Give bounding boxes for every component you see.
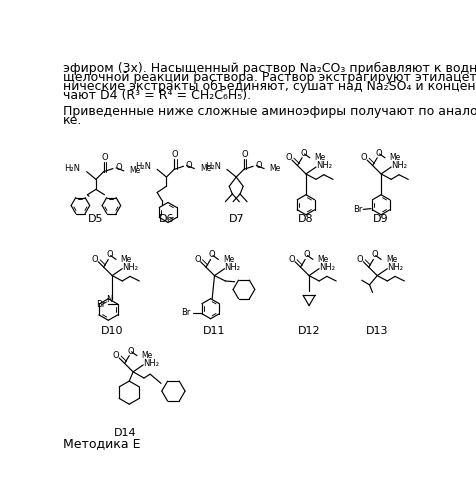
Text: D7: D7 bbox=[228, 214, 244, 224]
Text: D8: D8 bbox=[298, 214, 314, 224]
Text: O: O bbox=[357, 255, 364, 264]
Text: Me: Me bbox=[315, 154, 326, 162]
Text: NH₂: NH₂ bbox=[122, 262, 138, 272]
Text: Me: Me bbox=[269, 164, 281, 173]
Text: N: N bbox=[106, 295, 112, 304]
Text: Me: Me bbox=[386, 255, 397, 264]
Text: O: O bbox=[172, 150, 178, 159]
Text: D10: D10 bbox=[101, 326, 123, 336]
Text: NH₂: NH₂ bbox=[391, 161, 407, 170]
Text: O: O bbox=[286, 154, 292, 162]
Text: O: O bbox=[361, 154, 367, 162]
Text: O: O bbox=[303, 250, 310, 260]
Text: H₂N: H₂N bbox=[64, 164, 80, 173]
Text: ке.: ке. bbox=[63, 114, 83, 127]
Text: Br: Br bbox=[353, 205, 363, 214]
Text: O: O bbox=[372, 250, 378, 260]
Text: O: O bbox=[92, 255, 99, 264]
Text: Me: Me bbox=[223, 255, 234, 264]
Text: чают D4 (R³ = R⁴ = CH₂C₆H₅).: чают D4 (R³ = R⁴ = CH₂C₆H₅). bbox=[63, 90, 251, 102]
Text: D5: D5 bbox=[88, 214, 104, 224]
Text: нические экстракты объединяют, сушат над Na₂SO₄ и концентрируют и полу-: нические экстракты объединяют, сушат над… bbox=[63, 80, 476, 93]
Text: Me: Me bbox=[390, 154, 401, 162]
Text: D11: D11 bbox=[203, 326, 226, 336]
Text: O: O bbox=[101, 152, 108, 162]
Text: D12: D12 bbox=[298, 326, 320, 336]
Text: Методика Е: Методика Е bbox=[63, 438, 141, 450]
Text: D9: D9 bbox=[373, 214, 389, 224]
Text: O: O bbox=[288, 255, 295, 264]
Text: щелочной реакции раствора. Раствор экстрагируют этилацетатом (3х). Орга-: щелочной реакции раствора. Раствор экстр… bbox=[63, 71, 476, 84]
Text: D13: D13 bbox=[366, 326, 388, 336]
Text: O: O bbox=[300, 148, 307, 158]
Text: NH₂: NH₂ bbox=[224, 262, 240, 272]
Text: H₂N: H₂N bbox=[135, 162, 151, 171]
Text: Me: Me bbox=[129, 166, 140, 175]
Text: NH₂: NH₂ bbox=[316, 161, 332, 170]
Text: O: O bbox=[113, 351, 119, 360]
Text: H₂N: H₂N bbox=[205, 162, 221, 171]
Text: Br: Br bbox=[96, 300, 105, 308]
Text: O: O bbox=[128, 346, 134, 356]
Text: O: O bbox=[255, 161, 262, 170]
Text: O: O bbox=[376, 148, 382, 158]
Text: O: O bbox=[241, 150, 248, 159]
Text: O: O bbox=[115, 164, 122, 172]
Text: Br: Br bbox=[181, 308, 190, 317]
Text: O: O bbox=[186, 161, 192, 170]
Text: эфиром (3х). Насыщенный раствор Na₂CO₃ прибавляют к водной фазе до: эфиром (3х). Насыщенный раствор Na₂CO₃ п… bbox=[63, 62, 476, 74]
Text: Me: Me bbox=[317, 255, 329, 264]
Text: Приведенные ниже сложные аминоэфиры получают по аналогичной методи-: Приведенные ниже сложные аминоэфиры полу… bbox=[63, 104, 476, 118]
Text: O: O bbox=[107, 250, 113, 260]
Text: O: O bbox=[209, 250, 216, 260]
Text: D14: D14 bbox=[114, 428, 137, 438]
Text: Me: Me bbox=[121, 255, 132, 264]
Text: NH₂: NH₂ bbox=[319, 262, 335, 272]
Text: NH₂: NH₂ bbox=[143, 359, 159, 368]
Text: NH₂: NH₂ bbox=[387, 262, 403, 272]
Text: D6: D6 bbox=[159, 214, 174, 224]
Text: Me: Me bbox=[200, 164, 211, 173]
Text: O: O bbox=[194, 255, 201, 264]
Text: Me: Me bbox=[142, 351, 153, 360]
